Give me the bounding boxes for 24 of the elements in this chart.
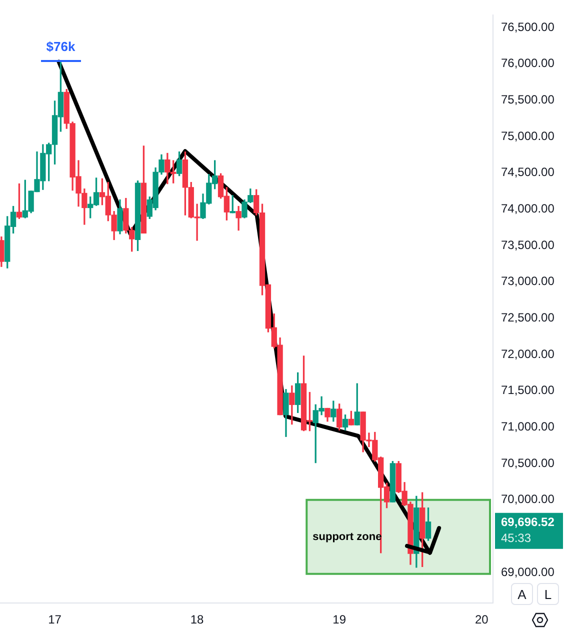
- x-tick-label: 17: [48, 612, 62, 627]
- text: 45:33: [501, 531, 532, 546]
- y-tick-label: 69,000.00: [501, 564, 555, 579]
- y-tick-label: 72,500.00: [501, 310, 555, 324]
- y-tick-label: 74,000.00: [501, 202, 555, 216]
- y-tick-label: 70,500.00: [501, 456, 555, 470]
- y-tick-label: 71,000.00: [501, 419, 555, 434]
- y-tick-label: 73,000.00: [501, 274, 555, 288]
- y-tick-label: 73,500.00: [501, 238, 555, 252]
- y-tick-label: 76,000.00: [501, 56, 555, 70]
- log-scale-button: L: [537, 583, 559, 605]
- text: 69,696.52: [501, 515, 555, 530]
- y-tick-label: 76,500.00: [501, 20, 555, 34]
- x-tick-label: 19: [332, 612, 346, 627]
- y-tick-label: 72,000.00: [501, 346, 555, 361]
- y-tick-label: 71,500.00: [501, 383, 555, 398]
- annotation: $76k: [46, 38, 76, 54]
- y-tick-label: 70,000.00: [501, 492, 555, 506]
- y-tick-label: 74,500.00: [501, 165, 555, 180]
- x-tick-label: 18: [190, 612, 204, 627]
- y-tick-label: 75,500.00: [501, 92, 555, 107]
- x-tick-label: 20: [474, 612, 489, 627]
- y-tick-label: 75,000.00: [501, 128, 555, 143]
- auto-scale-button: A: [511, 583, 533, 605]
